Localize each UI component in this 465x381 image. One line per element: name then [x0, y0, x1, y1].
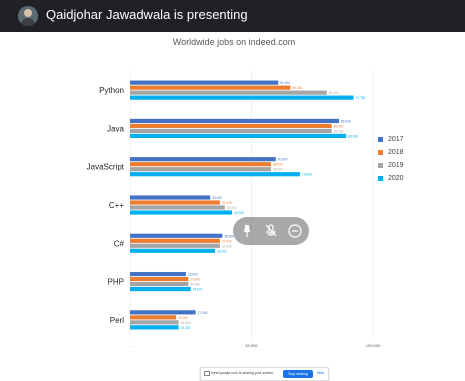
- bar: [130, 123, 332, 129]
- data-label: 35,000: [217, 249, 227, 253]
- data-label: 20,000: [181, 321, 191, 325]
- category-label: Perl: [110, 316, 124, 325]
- legend-label: 2020: [388, 174, 404, 182]
- bar: [130, 167, 271, 172]
- data-label: 19,000: [178, 316, 188, 320]
- legend-label: 2018: [388, 148, 404, 156]
- sharing-icon: [204, 371, 210, 376]
- legend-swatch: [378, 149, 383, 155]
- data-label: 86,000: [341, 119, 351, 123]
- shared-screen: Worldwide jobs on indeed.com - 50,000 100,…: [10, 33, 458, 381]
- pin-button[interactable]: [237, 221, 257, 241]
- data-label: 58,000: [273, 163, 283, 167]
- data-label: 24,027: [193, 288, 203, 292]
- data-label: 37,000: [222, 239, 232, 243]
- bar: [130, 118, 339, 124]
- category-label: C++: [109, 201, 124, 210]
- data-label: 66,000: [292, 86, 302, 90]
- legend-swatch: [378, 175, 383, 181]
- data-label: 42,000: [234, 211, 244, 215]
- legend-label: 2019: [388, 161, 404, 169]
- remove-button[interactable]: [285, 221, 305, 241]
- bar: [130, 325, 179, 330]
- data-label: 33,000: [212, 196, 222, 200]
- data-label: 27,000: [198, 311, 208, 315]
- data-label: 73,750: [356, 96, 366, 100]
- data-label: 58,000: [273, 168, 283, 172]
- hide-button[interactable]: Hide: [317, 371, 325, 375]
- bar: [130, 281, 189, 287]
- chart-title: Worldwide jobs on indeed.com: [172, 37, 296, 47]
- banner-message: meet.google.com is sharing your screen.: [211, 371, 275, 375]
- legend-swatch: [378, 136, 383, 142]
- bar: [130, 205, 225, 210]
- presenter-bar: Qaidjohar Jawadwala is presenting: [0, 0, 465, 32]
- data-label: 37,000: [222, 201, 232, 205]
- category-label: Python: [99, 86, 124, 95]
- stop-sharing-button[interactable]: Stop sharing: [283, 370, 313, 378]
- presenter-avatar: [18, 6, 38, 26]
- data-label: 83,000: [334, 124, 344, 128]
- legend-label: 2017: [388, 135, 404, 143]
- mic-off-icon: [265, 224, 277, 237]
- x-tick-label: 100,000: [366, 343, 381, 348]
- presenter-label: Qaidjohar Jawadwala is presenting: [46, 7, 248, 22]
- data-label: 81,000: [329, 91, 339, 95]
- data-label: 38,000: [224, 234, 234, 238]
- legend-item: 2020: [378, 172, 404, 184]
- bar: [130, 233, 223, 238]
- data-label: 20,000: [181, 326, 191, 330]
- x-tick-label: 50,000: [245, 343, 258, 348]
- pin-icon: [244, 225, 250, 237]
- bar: [130, 80, 279, 85]
- bar: [130, 133, 347, 139]
- bar: [130, 90, 327, 95]
- bar: [130, 320, 179, 325]
- bar: [130, 271, 186, 277]
- legend-item: 2019: [378, 159, 404, 171]
- bar: [130, 315, 177, 320]
- data-label: 83,000: [334, 129, 344, 133]
- legend-item: 2017: [378, 133, 404, 145]
- bar: [130, 286, 191, 292]
- data-label: 23,000: [188, 273, 198, 277]
- data-label: 89,000: [348, 134, 358, 138]
- bar: [130, 200, 220, 205]
- category-label: Java: [107, 124, 124, 133]
- bar: [130, 162, 271, 167]
- data-label: 24,000: [190, 278, 200, 282]
- bar: [130, 128, 332, 134]
- data-label: 60,000: [278, 158, 288, 162]
- data-label: 70,000: [302, 173, 312, 177]
- data-label: 37,000: [222, 244, 232, 248]
- bar: [130, 85, 291, 90]
- bar: [130, 210, 233, 215]
- screen-share-banner: meet.google.com is sharing your screen. …: [200, 367, 329, 381]
- mute-button[interactable]: [261, 221, 281, 241]
- data-label: 24,000: [190, 283, 200, 287]
- bar: [130, 248, 216, 253]
- bar: [130, 310, 196, 315]
- legend-item: 2018: [378, 146, 404, 158]
- bar: [130, 172, 301, 177]
- data-label: 61,000: [280, 81, 290, 85]
- bar: [130, 276, 189, 282]
- bar: [130, 95, 354, 100]
- legend-swatch: [378, 162, 383, 168]
- data-label: 39,000: [227, 206, 237, 210]
- category-label: JavaScript: [87, 163, 125, 172]
- bar: [130, 243, 220, 248]
- bar: [130, 195, 211, 200]
- category-label: C#: [114, 239, 125, 248]
- chart-legend: 2017 2018 2019 2020: [378, 133, 404, 185]
- x-tick-label: -: [129, 343, 131, 348]
- minus-circle-icon: [288, 224, 302, 238]
- presentation-controls[interactable]: [233, 217, 309, 245]
- bar: [130, 238, 220, 243]
- category-label: PHP: [108, 278, 124, 287]
- bar: [130, 157, 276, 162]
